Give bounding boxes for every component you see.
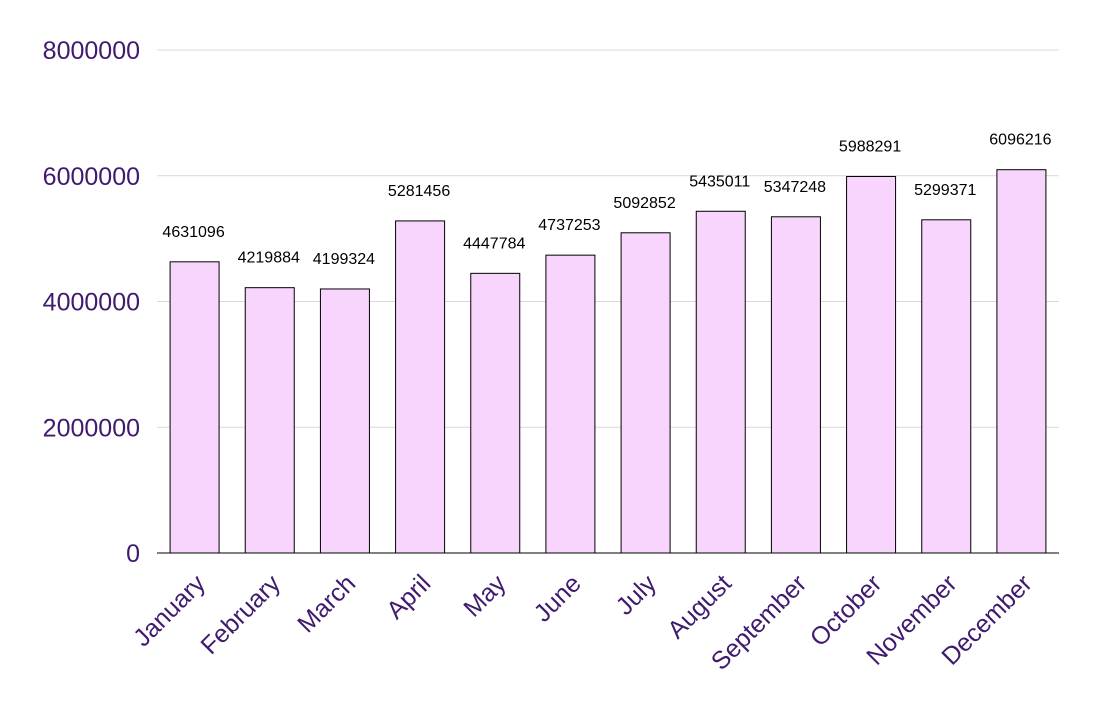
x-category-label: February [195,569,286,660]
y-axis-ticks: 0 2000000 4000000 6000000 8000000 [43,37,140,568]
data-label: 4737253 [538,217,600,234]
data-label: 5347248 [764,179,826,196]
bar-october [846,175,897,554]
x-category-label: August [662,569,737,644]
bar-april [395,220,446,554]
gridlines [157,49,1059,554]
x-category-label: April [381,569,436,624]
data-label: 4219884 [238,250,300,267]
data-label: 5092852 [613,195,675,212]
data-label: 5299371 [914,182,976,199]
x-category-label: March [292,569,361,638]
data-label: 5988291 [839,138,901,155]
y-tick-label: 0 [126,540,140,568]
data-label: 4199324 [313,251,375,268]
bar-may [470,272,521,554]
data-label: 6096216 [989,132,1051,149]
bar-june [545,254,596,554]
bar-july [620,232,671,554]
x-category-label: May [458,569,512,623]
data-label: 4631096 [162,224,224,241]
bar-september [770,216,821,554]
x-category-label: July [611,569,663,621]
y-tick-label: 8000000 [43,37,140,65]
y-tick-label: 2000000 [43,414,140,442]
data-label: 4447784 [463,235,525,252]
data-label: 5435011 [689,173,750,190]
bar-august [695,210,746,554]
bar-march [319,288,370,554]
data-label: 5281456 [388,183,450,200]
bar-december [996,169,1047,554]
bar-january [169,261,220,554]
data-labels: 4631096 4219884 4199324 5281456 4447784 47372… [162,132,1051,268]
y-tick-label: 4000000 [43,289,140,317]
bar-november [921,219,972,554]
bar-february [244,287,295,554]
y-tick-label: 6000000 [43,163,140,191]
bars [169,169,1047,554]
x-category-label: June [529,569,587,627]
